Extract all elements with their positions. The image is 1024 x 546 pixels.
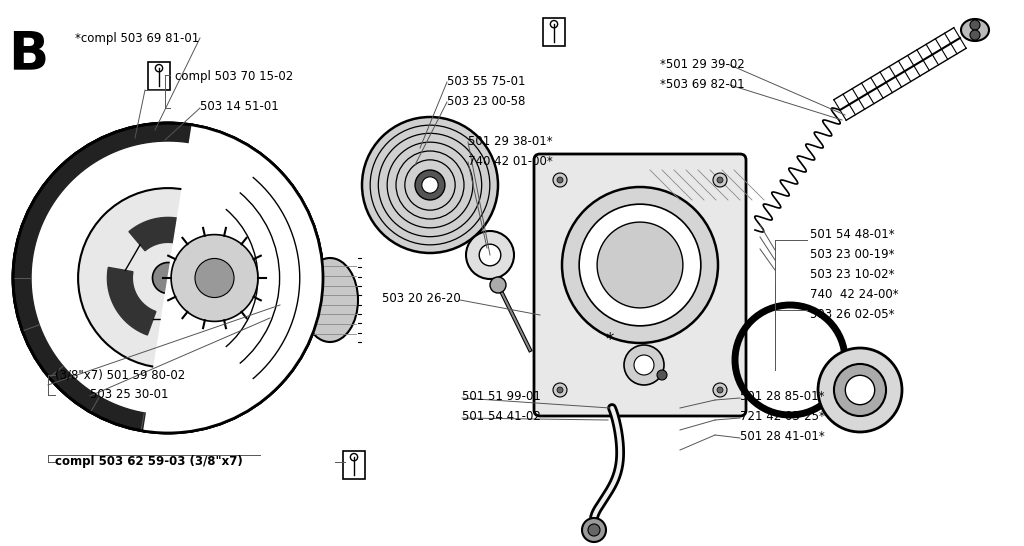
Text: 740 42 01-00*: 740 42 01-00* bbox=[468, 155, 553, 168]
Circle shape bbox=[490, 277, 506, 293]
Text: *: * bbox=[606, 331, 614, 349]
Text: 501 54 48-01*: 501 54 48-01* bbox=[810, 228, 895, 241]
Text: 740  42 24-00*: 740 42 24-00* bbox=[810, 288, 899, 301]
Circle shape bbox=[553, 383, 567, 397]
Text: 503 23 10-02*: 503 23 10-02* bbox=[810, 268, 895, 281]
Text: compl 503 62 59-03 (3/8"x7): compl 503 62 59-03 (3/8"x7) bbox=[55, 455, 243, 468]
Bar bbox=[543, 18, 565, 46]
Circle shape bbox=[624, 345, 664, 385]
Circle shape bbox=[479, 244, 501, 266]
Circle shape bbox=[970, 30, 980, 40]
Text: *compl 503 69 81-01: *compl 503 69 81-01 bbox=[75, 32, 200, 45]
Circle shape bbox=[422, 177, 438, 193]
Text: 503 23 00-19*: 503 23 00-19* bbox=[810, 248, 895, 261]
Text: 501 51 99-01: 501 51 99-01 bbox=[462, 390, 541, 403]
Text: compl 503 70 15-02: compl 503 70 15-02 bbox=[175, 70, 293, 83]
Circle shape bbox=[153, 263, 183, 294]
Circle shape bbox=[713, 383, 727, 397]
Polygon shape bbox=[108, 268, 156, 335]
Circle shape bbox=[634, 355, 654, 375]
Text: (3/8"x7) 501 59 80-02: (3/8"x7) 501 59 80-02 bbox=[55, 368, 185, 381]
Text: 501 54 41-02: 501 54 41-02 bbox=[462, 410, 541, 423]
Bar bbox=[148, 62, 170, 90]
Circle shape bbox=[13, 123, 323, 433]
Circle shape bbox=[580, 204, 700, 326]
Circle shape bbox=[713, 173, 727, 187]
Circle shape bbox=[582, 518, 606, 542]
Bar bbox=[343, 451, 365, 479]
Circle shape bbox=[171, 235, 258, 322]
Circle shape bbox=[834, 364, 886, 416]
Circle shape bbox=[657, 370, 667, 380]
Circle shape bbox=[717, 177, 723, 183]
Circle shape bbox=[362, 117, 498, 253]
Circle shape bbox=[562, 187, 718, 343]
Circle shape bbox=[78, 188, 258, 368]
Text: 503 25 30-01: 503 25 30-01 bbox=[90, 388, 169, 401]
Circle shape bbox=[597, 222, 683, 308]
Circle shape bbox=[818, 348, 902, 432]
Text: B: B bbox=[8, 28, 48, 80]
Polygon shape bbox=[180, 268, 228, 335]
Polygon shape bbox=[129, 217, 207, 251]
Text: *501 29 39-02: *501 29 39-02 bbox=[660, 58, 744, 71]
Text: 503 26 02-05*: 503 26 02-05* bbox=[810, 308, 895, 321]
Circle shape bbox=[553, 173, 567, 187]
Text: *503 69 82-01: *503 69 82-01 bbox=[660, 78, 744, 91]
Circle shape bbox=[466, 231, 514, 279]
Circle shape bbox=[845, 375, 874, 405]
Circle shape bbox=[557, 177, 563, 183]
Circle shape bbox=[970, 20, 980, 30]
Circle shape bbox=[717, 387, 723, 393]
FancyBboxPatch shape bbox=[534, 154, 746, 416]
Circle shape bbox=[415, 170, 445, 200]
Ellipse shape bbox=[961, 19, 989, 41]
Polygon shape bbox=[13, 123, 323, 431]
Text: 503 55 75-01: 503 55 75-01 bbox=[447, 75, 525, 88]
Text: 721 42 03-25*: 721 42 03-25* bbox=[740, 410, 825, 423]
Text: 503 14 51-01: 503 14 51-01 bbox=[200, 100, 279, 113]
Text: 503 20 26-20: 503 20 26-20 bbox=[382, 292, 461, 305]
Text: 501 28 41-01*: 501 28 41-01* bbox=[740, 430, 824, 443]
Text: 501 29 38-01*: 501 29 38-01* bbox=[468, 135, 553, 148]
Ellipse shape bbox=[302, 258, 358, 342]
Circle shape bbox=[557, 387, 563, 393]
Text: 501 28 85-01*: 501 28 85-01* bbox=[740, 390, 824, 403]
Text: 503 23 00-58: 503 23 00-58 bbox=[447, 95, 525, 108]
Circle shape bbox=[588, 524, 600, 536]
Polygon shape bbox=[143, 125, 323, 433]
Circle shape bbox=[195, 258, 234, 298]
